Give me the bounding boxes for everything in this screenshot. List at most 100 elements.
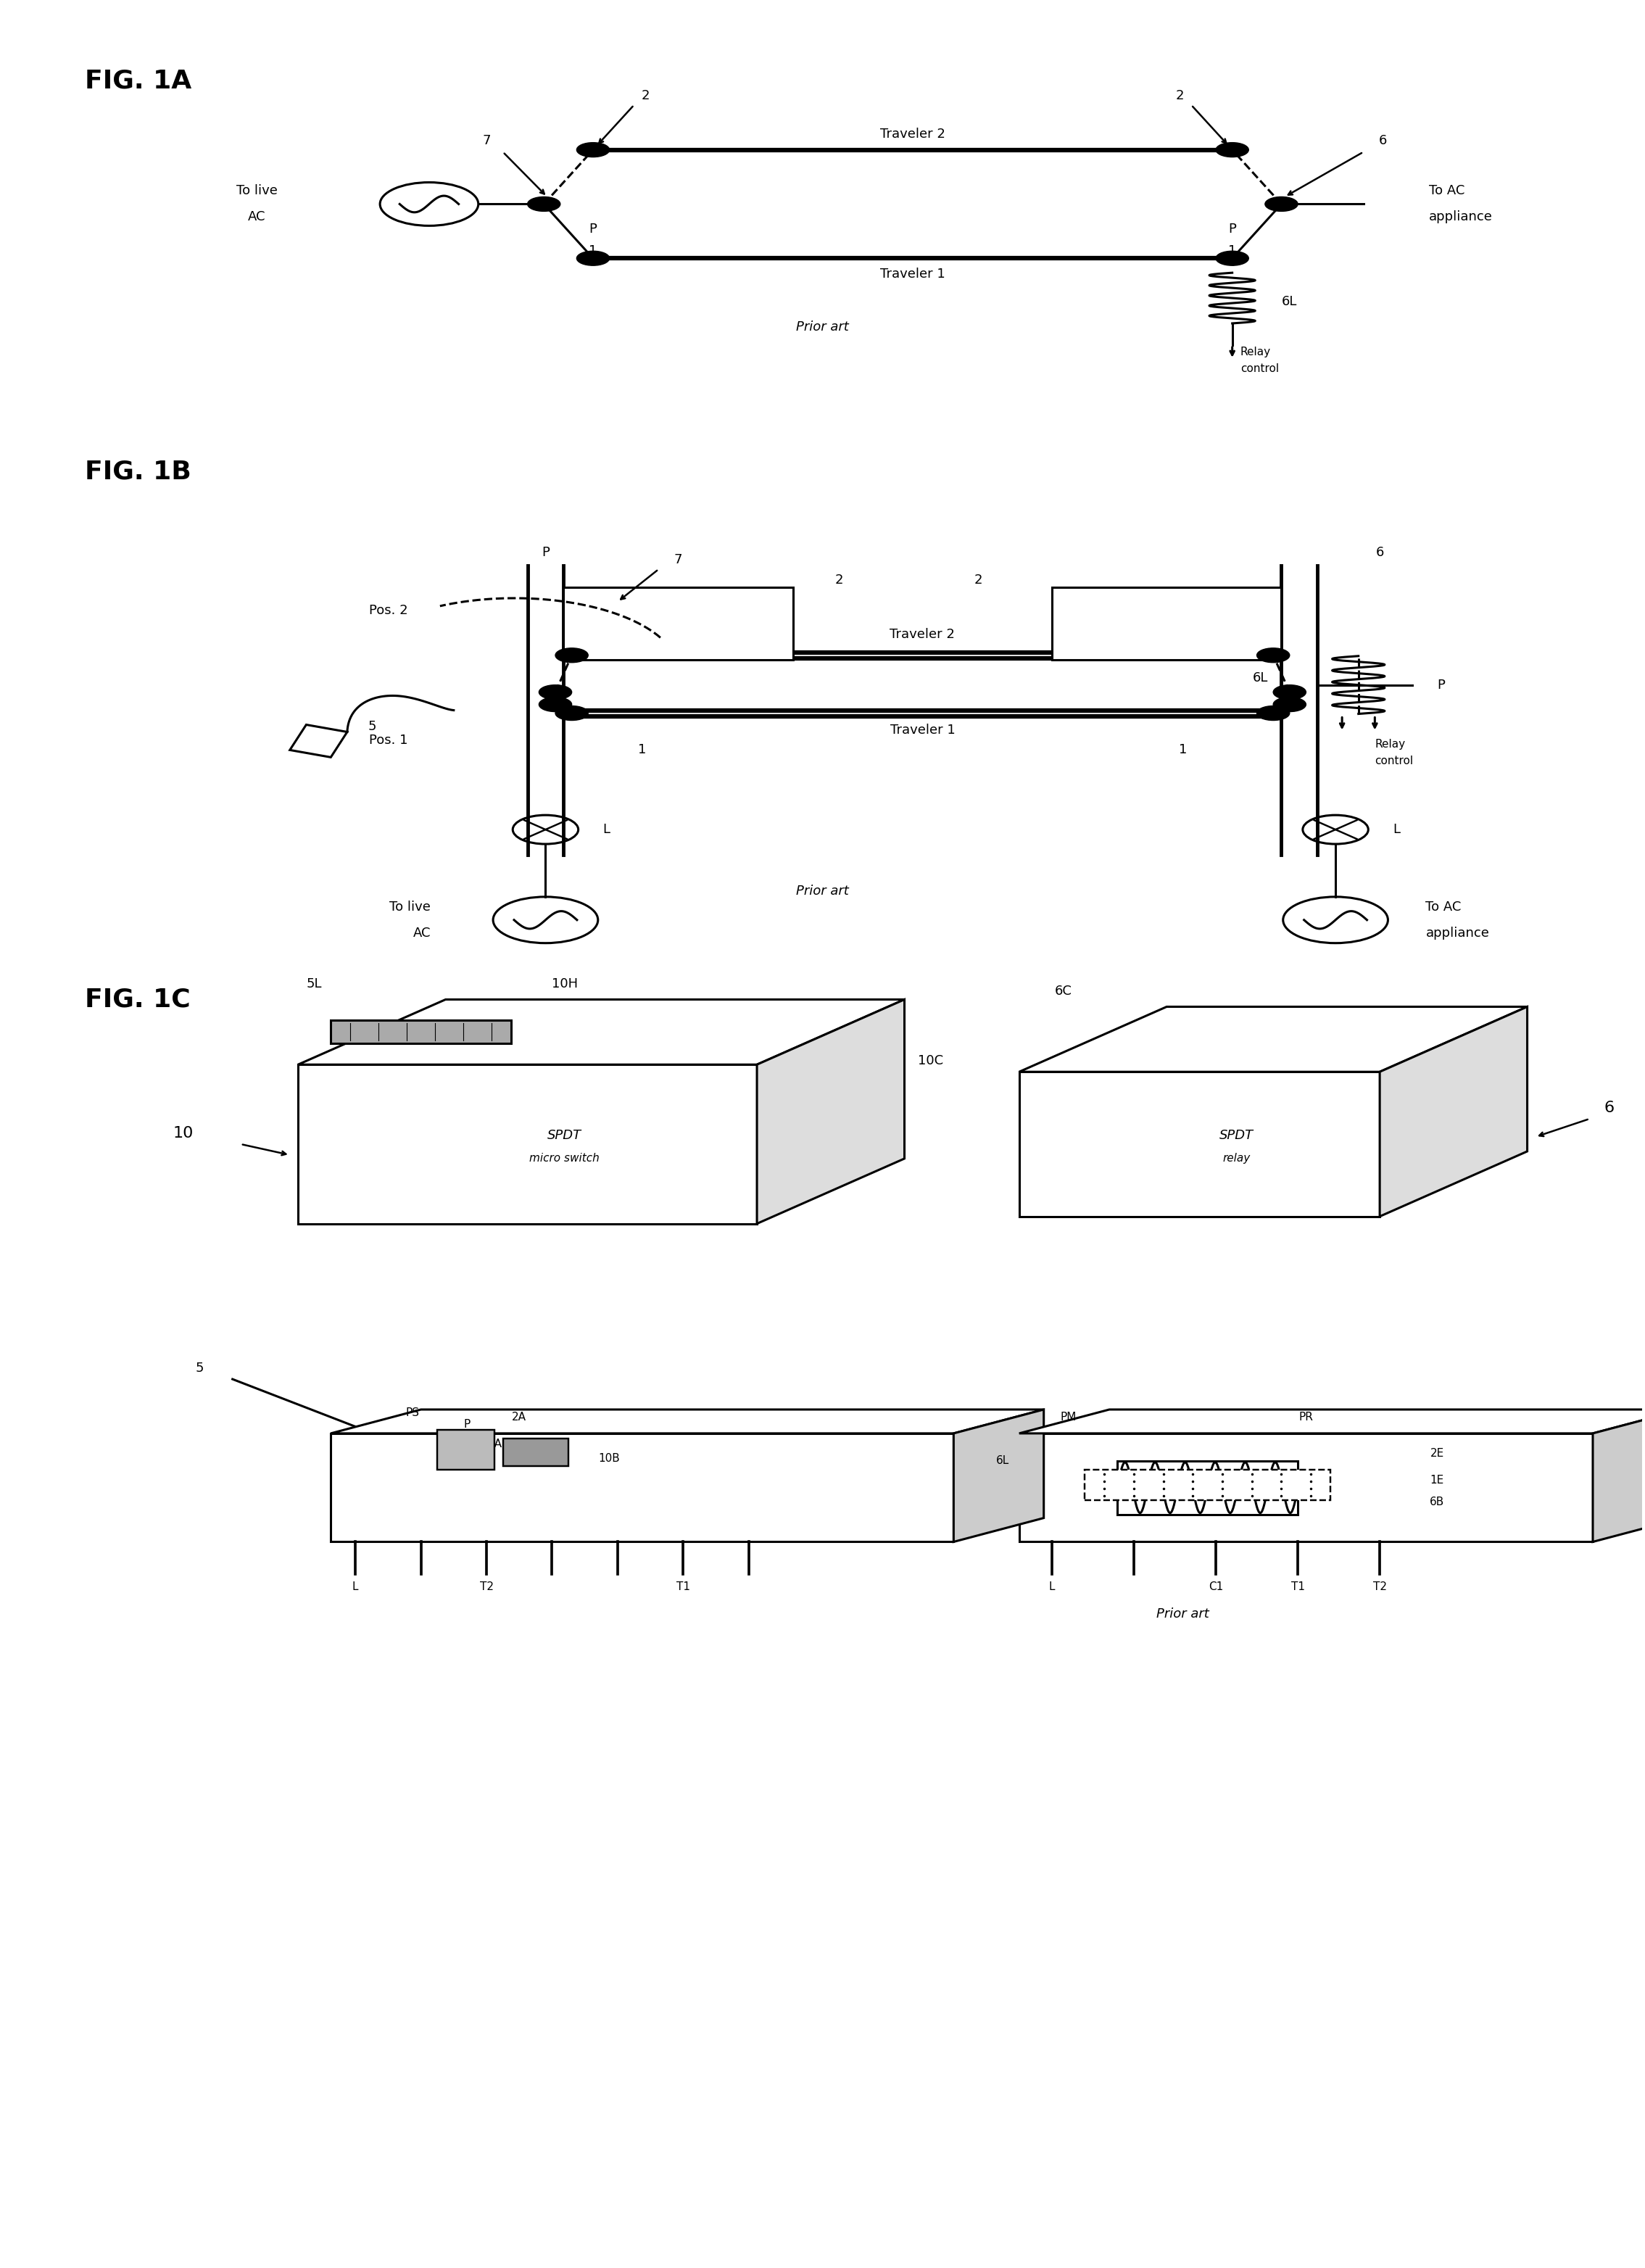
Text: To AC: To AC	[1430, 184, 1464, 197]
Text: Prior art: Prior art	[1156, 1608, 1209, 1622]
Text: P: P	[541, 547, 549, 560]
Circle shape	[540, 696, 572, 712]
Text: To live: To live	[237, 184, 278, 197]
Text: 6L: 6L	[1253, 671, 1268, 685]
Text: 1: 1	[638, 744, 646, 758]
Text: L: L	[602, 823, 610, 837]
Bar	[503, 1438, 569, 1465]
Text: 10C: 10C	[918, 1055, 943, 1068]
Circle shape	[528, 197, 561, 211]
Text: appliance: appliance	[1426, 925, 1489, 939]
Text: switch: switch	[660, 631, 697, 644]
Bar	[1020, 1073, 1380, 1216]
Text: 10H: 10H	[553, 978, 579, 991]
Text: P: P	[589, 222, 597, 236]
Circle shape	[1265, 197, 1298, 211]
Bar	[331, 1021, 512, 1043]
Text: 7: 7	[674, 553, 683, 567]
Bar	[331, 1433, 954, 1542]
Text: 2: 2	[1176, 88, 1184, 102]
Text: PS: PS	[406, 1408, 419, 1418]
Polygon shape	[331, 1408, 1045, 1433]
Text: 2: 2	[834, 574, 842, 587]
Text: P: P	[464, 1420, 470, 1431]
Bar	[298, 1064, 757, 1225]
Text: Traveler 2: Traveler 2	[880, 127, 946, 141]
Text: 5: 5	[367, 719, 377, 733]
Text: 6L: 6L	[997, 1456, 1010, 1467]
Circle shape	[577, 143, 609, 156]
Text: FIG. 1C: FIG. 1C	[86, 987, 191, 1012]
Text: Traveler 1: Traveler 1	[890, 723, 956, 737]
Circle shape	[577, 252, 609, 265]
Text: 10B: 10B	[599, 1454, 620, 1465]
Circle shape	[1216, 252, 1249, 265]
Text: 6B: 6B	[1430, 1497, 1444, 1508]
Text: 5L: 5L	[306, 978, 322, 991]
Text: AC: AC	[248, 211, 266, 225]
Text: 6: 6	[1604, 1100, 1614, 1116]
Text: P: P	[1438, 678, 1444, 692]
Text: 1E: 1E	[1430, 1474, 1444, 1486]
Text: 10: 10	[173, 1125, 194, 1141]
Polygon shape	[1380, 1007, 1527, 1216]
Text: 6: 6	[1375, 547, 1383, 560]
Text: Prior art: Prior art	[796, 885, 849, 898]
Text: Relay: Relay	[1375, 739, 1405, 751]
Text: 1: 1	[1229, 245, 1237, 259]
Polygon shape	[1020, 1408, 1645, 1433]
Text: 7: 7	[482, 134, 490, 147]
Text: SPDT: SPDT	[548, 1129, 581, 1143]
Text: 2E: 2E	[1430, 1449, 1444, 1458]
Text: SPDT: SPDT	[1219, 1129, 1253, 1143]
Text: Pos. 2: Pos. 2	[368, 603, 408, 617]
Text: Relay: Relay	[1240, 347, 1272, 358]
Text: P: P	[1229, 222, 1235, 236]
Text: 2A: 2A	[512, 1413, 526, 1422]
Text: PR: PR	[1300, 1413, 1313, 1422]
Text: FIG. 1A: FIG. 1A	[86, 68, 192, 93]
Text: 6C: 6C	[1054, 984, 1073, 998]
Text: T2: T2	[1374, 1581, 1387, 1592]
Text: 1A: 1A	[487, 1438, 502, 1449]
Circle shape	[1216, 143, 1249, 156]
Text: L: L	[1393, 823, 1400, 837]
Circle shape	[1257, 705, 1290, 721]
Circle shape	[1273, 696, 1306, 712]
Text: AC: AC	[413, 925, 431, 939]
Text: 6L: 6L	[1281, 295, 1296, 308]
Polygon shape	[1020, 1007, 1527, 1073]
Text: FIG. 1B: FIG. 1B	[86, 460, 191, 483]
Text: relay: relay	[1152, 631, 1181, 644]
Circle shape	[556, 649, 589, 662]
Text: 5: 5	[196, 1361, 204, 1374]
Text: Prior art: Prior art	[796, 320, 849, 333]
Text: Traveler 1: Traveler 1	[880, 268, 946, 281]
Text: 2: 2	[642, 88, 650, 102]
Polygon shape	[1592, 1408, 1645, 1542]
Text: SPDT: SPDT	[1152, 606, 1183, 619]
Circle shape	[1257, 649, 1290, 662]
Bar	[1020, 1433, 1592, 1542]
Text: T2: T2	[480, 1581, 494, 1592]
Polygon shape	[290, 726, 347, 758]
Circle shape	[556, 705, 589, 721]
Text: Pos. 1: Pos. 1	[368, 735, 408, 746]
Text: 2: 2	[974, 574, 982, 587]
Text: T1: T1	[1291, 1581, 1304, 1592]
Text: relay: relay	[1222, 1152, 1250, 1163]
Bar	[1084, 1470, 1331, 1499]
Polygon shape	[954, 1408, 1045, 1542]
Text: L: L	[352, 1581, 359, 1592]
Text: To live: To live	[390, 900, 431, 914]
Polygon shape	[757, 1000, 905, 1225]
Bar	[1117, 1461, 1298, 1515]
Text: C1: C1	[1209, 1581, 1224, 1592]
Circle shape	[1273, 685, 1306, 699]
Polygon shape	[298, 1000, 905, 1064]
Bar	[438, 1429, 495, 1470]
Text: micro switch: micro switch	[530, 1152, 599, 1163]
Text: Traveler 2: Traveler 2	[890, 628, 956, 642]
Bar	[1051, 587, 1281, 660]
Text: SPDT: SPDT	[663, 606, 694, 619]
